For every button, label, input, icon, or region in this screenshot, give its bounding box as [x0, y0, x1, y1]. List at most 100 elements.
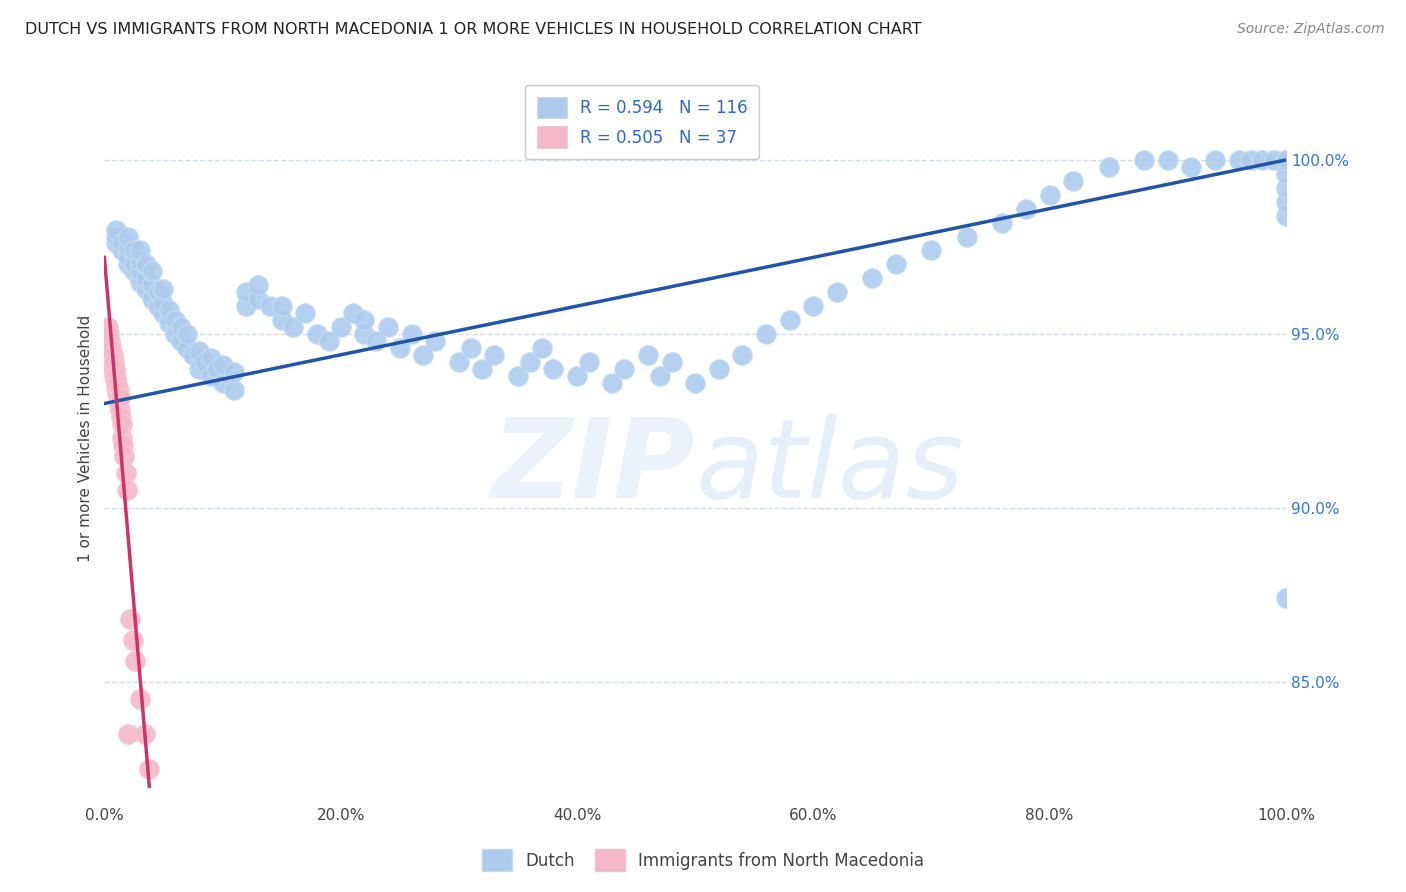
Point [104, 361, 127, 376]
Point [111, 417, 134, 432]
Point [1133, 153, 1156, 167]
Point [755, 326, 778, 341]
Point [117, 251, 139, 265]
Point [1157, 153, 1180, 167]
Point [135, 282, 157, 296]
Point [176, 341, 198, 355]
Point [637, 348, 659, 362]
Point [205, 361, 228, 376]
Point [165, 313, 187, 327]
Point [578, 355, 600, 369]
Point [1275, 194, 1298, 209]
Point [270, 299, 292, 313]
Point [111, 236, 134, 251]
Point [1275, 167, 1298, 181]
Point [779, 313, 801, 327]
Point [235, 285, 257, 300]
Point [530, 341, 553, 355]
Point [165, 326, 187, 341]
Point [122, 257, 145, 271]
Point [200, 351, 222, 366]
Point [100, 341, 122, 355]
Point [98, 334, 121, 348]
Point [146, 285, 169, 300]
Point [138, 762, 160, 776]
Point [112, 438, 135, 452]
Point [661, 355, 683, 369]
Point [329, 320, 352, 334]
Point [1180, 160, 1202, 174]
Point [801, 299, 824, 313]
Point [565, 368, 588, 383]
Point [157, 302, 180, 317]
Point [425, 334, 447, 348]
Point [117, 727, 139, 741]
Point [111, 431, 134, 445]
Point [105, 376, 128, 390]
Point [1275, 209, 1298, 223]
Y-axis label: 1 or more Vehicles in Household: 1 or more Vehicles in Household [79, 315, 93, 562]
Point [104, 372, 127, 386]
Point [731, 348, 754, 362]
Point [366, 334, 388, 348]
Point [115, 483, 138, 498]
Point [270, 313, 292, 327]
Point [105, 229, 128, 244]
Point [200, 368, 222, 383]
Point [1204, 153, 1226, 167]
Point [377, 320, 399, 334]
Point [1015, 202, 1038, 216]
Point [519, 355, 541, 369]
Point [100, 355, 122, 369]
Point [602, 376, 624, 390]
Point [103, 355, 125, 369]
Text: ZIP: ZIP [492, 414, 695, 521]
Point [388, 341, 411, 355]
Point [152, 282, 174, 296]
Point [1275, 153, 1298, 167]
Point [1275, 153, 1298, 167]
Point [152, 295, 174, 310]
Point [170, 320, 193, 334]
Point [683, 376, 706, 390]
Point [246, 278, 269, 293]
Point [825, 285, 848, 300]
Point [294, 306, 316, 320]
Point [105, 379, 128, 393]
Point [1275, 153, 1298, 167]
Point [105, 222, 128, 236]
Point [108, 390, 131, 404]
Point [648, 368, 671, 383]
Point [96, 334, 118, 348]
Point [401, 326, 423, 341]
Point [141, 292, 163, 306]
Point [246, 292, 269, 306]
Text: Source: ZipAtlas.com: Source: ZipAtlas.com [1237, 22, 1385, 37]
Point [128, 244, 150, 258]
Point [181, 348, 204, 362]
Point [1227, 153, 1250, 167]
Point [117, 229, 139, 244]
Point [101, 348, 124, 362]
Point [1263, 153, 1285, 167]
Point [105, 236, 128, 251]
Point [107, 383, 129, 397]
Point [135, 257, 157, 271]
Point [101, 361, 124, 376]
Point [117, 257, 139, 271]
Point [318, 334, 340, 348]
Point [120, 612, 142, 626]
Text: atlas: atlas [695, 414, 963, 521]
Legend: Dutch, Immigrants from North Macedonia: Dutch, Immigrants from North Macedonia [474, 841, 932, 880]
Point [105, 368, 128, 383]
Point [114, 449, 136, 463]
Point [187, 361, 209, 376]
Point [235, 299, 257, 313]
Point [211, 358, 233, 372]
Point [121, 633, 143, 648]
Point [105, 386, 128, 401]
Point [1251, 153, 1274, 167]
Point [613, 361, 636, 376]
Point [353, 313, 375, 327]
Point [114, 466, 136, 480]
